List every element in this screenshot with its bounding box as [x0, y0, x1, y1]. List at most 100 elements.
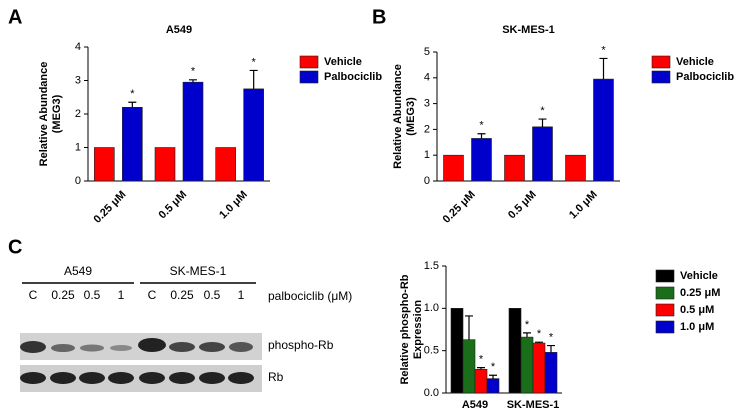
- significance-mark: *: [191, 66, 196, 78]
- lane-label: C: [148, 288, 157, 302]
- y-tick-label: 4: [75, 41, 81, 53]
- y-tick-label: 1.5: [424, 260, 439, 272]
- bar: [122, 107, 143, 182]
- y-axis-label: (MEG3): [405, 97, 417, 136]
- y-axis-label: Relative Abundance: [392, 64, 404, 169]
- y-tick-label: 3: [424, 98, 430, 110]
- band: [199, 342, 225, 352]
- band: [108, 372, 134, 384]
- bar: [504, 154, 525, 182]
- band: [110, 345, 132, 351]
- legend-swatch: [655, 303, 675, 317]
- x-tick-label: A549: [462, 399, 488, 411]
- band: [51, 344, 75, 352]
- band: [139, 372, 165, 384]
- western-blot: A549 SK-MES-1 palbociclib (μM) C 0.25 0.…: [20, 264, 352, 392]
- bar: [443, 154, 464, 182]
- error-bar: [189, 79, 197, 83]
- x-tick-label: 0.5 μM: [506, 189, 539, 222]
- y-tick-label: 2: [424, 123, 430, 135]
- panel-letter: C: [8, 236, 22, 258]
- y-tick-label: 3: [75, 74, 81, 86]
- band: [79, 372, 105, 384]
- y-axis-label: Relative phospho-Rb: [399, 274, 411, 384]
- bar: [508, 308, 522, 394]
- significance-mark: *: [252, 56, 257, 68]
- chart-title: SK-MES-1: [502, 24, 555, 36]
- bar: [215, 147, 236, 182]
- y-axis-label: (MEG3): [51, 94, 63, 133]
- chart-title: A549: [166, 24, 192, 36]
- bar: [593, 78, 614, 182]
- band: [228, 372, 254, 384]
- lane-label: 1: [118, 288, 125, 302]
- x-tick-label: 0.5 μM: [156, 189, 189, 222]
- legend-swatch: [655, 286, 675, 300]
- bar: [544, 352, 558, 394]
- y-tick-label: 0: [424, 175, 430, 187]
- lane-label: 0.5: [84, 288, 101, 302]
- bar: [94, 147, 115, 182]
- bar: [182, 81, 204, 182]
- y-tick-label: 1.0: [424, 302, 439, 314]
- legend-label: 1.0 μM: [680, 321, 714, 333]
- error-bar: [538, 118, 547, 127]
- bar: [154, 147, 176, 182]
- y-axis-label: Expression: [412, 300, 424, 360]
- legend-label: 0.25 μM: [680, 287, 720, 299]
- error-bar: [477, 367, 485, 370]
- error-bar: [489, 374, 497, 379]
- row-label: phospho-Rb: [268, 338, 334, 352]
- y-tick-label: 5: [424, 46, 430, 58]
- significance-mark: *: [479, 120, 484, 132]
- bar: [462, 339, 476, 394]
- bar: [243, 88, 264, 182]
- legend-swatch: [655, 320, 675, 334]
- y-tick-label: 2: [75, 108, 81, 120]
- bar: [532, 126, 553, 182]
- band: [169, 372, 195, 384]
- legend-label: Vehicle: [680, 270, 718, 282]
- error-bar: [128, 101, 137, 108]
- significance-mark: *: [601, 44, 606, 56]
- error-bar: [535, 341, 543, 344]
- legend-label: Vehicle: [324, 56, 362, 68]
- band: [20, 341, 46, 353]
- x-tick-label: SK-MES-1: [507, 399, 560, 411]
- legend-swatch: [655, 269, 675, 283]
- y-tick-label: 1: [75, 141, 81, 153]
- legend-label: 0.5 μM: [680, 304, 714, 316]
- bar: [450, 308, 464, 394]
- lane-label: 0.25: [170, 288, 194, 302]
- panel-letter: A: [8, 6, 22, 28]
- y-tick-label: 4: [424, 72, 430, 84]
- bar: [471, 138, 492, 182]
- bar: [486, 378, 500, 394]
- y-axis-label: Relative Abundance: [38, 62, 50, 167]
- error-bar: [547, 344, 555, 353]
- row-label: Rb: [268, 370, 284, 384]
- legend-swatch: [299, 55, 319, 69]
- lane-label: 0.25: [51, 288, 75, 302]
- lane-label: C: [29, 288, 38, 302]
- band: [138, 338, 166, 352]
- band: [229, 342, 253, 352]
- significance-mark: *: [491, 361, 496, 373]
- y-tick-label: 0.5: [424, 345, 439, 357]
- band: [199, 372, 225, 384]
- error-bar: [477, 133, 486, 139]
- bar: [520, 336, 534, 394]
- y-tick-label: 0: [75, 175, 81, 187]
- significance-mark: *: [525, 319, 530, 331]
- band: [169, 342, 195, 352]
- panel-letter: B: [372, 6, 386, 28]
- significance-mark: *: [479, 354, 484, 366]
- bar: [474, 368, 488, 394]
- x-tick-label: 0.25 μM: [441, 189, 478, 226]
- y-tick-label: 0.0: [424, 387, 439, 399]
- x-tick-label: 1.0 μM: [567, 189, 600, 222]
- significance-mark: *: [549, 331, 554, 343]
- legend-label: Palbociclib: [324, 71, 382, 83]
- x-tick-label: 1.0 μM: [217, 189, 250, 222]
